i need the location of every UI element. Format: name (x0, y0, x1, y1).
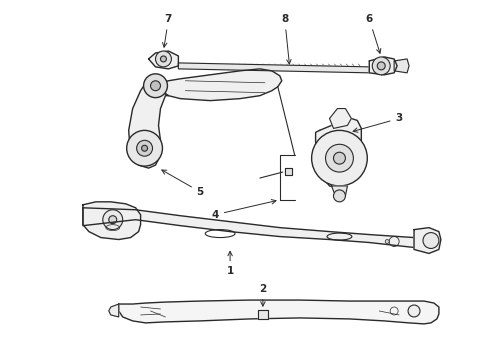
Polygon shape (178, 63, 369, 73)
Polygon shape (109, 304, 119, 317)
Circle shape (142, 145, 147, 151)
Circle shape (372, 57, 390, 75)
Circle shape (408, 305, 420, 317)
Circle shape (325, 144, 353, 172)
Polygon shape (316, 118, 361, 188)
Text: 5: 5 (162, 170, 204, 197)
Text: 2: 2 (259, 284, 267, 306)
Circle shape (127, 130, 163, 166)
Polygon shape (148, 69, 282, 100)
Circle shape (155, 51, 172, 67)
Polygon shape (285, 168, 292, 175)
Polygon shape (332, 186, 347, 198)
Circle shape (161, 56, 167, 62)
Circle shape (144, 74, 168, 98)
Circle shape (334, 152, 345, 164)
Polygon shape (329, 109, 351, 129)
Polygon shape (83, 202, 141, 239)
Text: 7: 7 (163, 14, 172, 47)
Polygon shape (258, 310, 268, 319)
Text: 4: 4 (212, 199, 276, 220)
Polygon shape (119, 300, 439, 324)
Polygon shape (369, 57, 397, 75)
Circle shape (103, 210, 122, 230)
Text: 1: 1 (226, 251, 234, 276)
Polygon shape (83, 208, 421, 247)
Circle shape (334, 190, 345, 202)
Polygon shape (148, 51, 178, 69)
Polygon shape (129, 79, 169, 168)
Circle shape (385, 239, 389, 243)
Circle shape (137, 140, 152, 156)
Text: 6: 6 (366, 14, 381, 53)
Circle shape (423, 233, 439, 248)
Text: 8: 8 (281, 14, 291, 64)
Circle shape (312, 130, 368, 186)
Text: 3: 3 (353, 113, 403, 132)
Circle shape (377, 62, 385, 70)
Polygon shape (394, 59, 409, 73)
Polygon shape (414, 228, 441, 253)
Circle shape (109, 216, 117, 224)
Circle shape (150, 81, 161, 91)
